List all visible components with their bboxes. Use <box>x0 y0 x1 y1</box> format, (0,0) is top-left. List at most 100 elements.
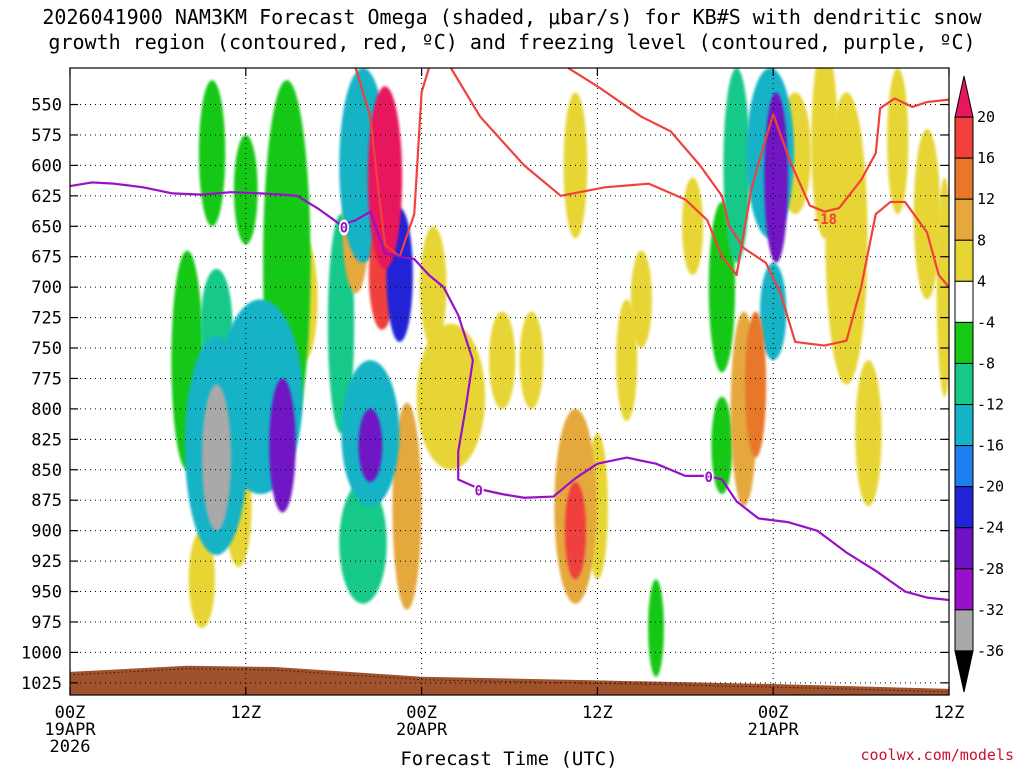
colorbar-swatch <box>954 198 974 241</box>
x-tick-label: 00Z <box>55 703 86 723</box>
x-tick-label: 12Z <box>934 703 965 723</box>
chart-title-line1: 2026041900 NAM3KM Forecast Omega (shaded… <box>42 5 982 29</box>
colorbar: 20 16 12 8 4 -4 -8 -12 -16 -20 -24 -28 -32 -36 <box>954 75 1004 693</box>
omega-cell <box>416 323 486 470</box>
y-tick-label: 750 <box>31 339 62 359</box>
y-tick-label: 1025 <box>21 674 62 694</box>
colorbar-label: 4 <box>977 272 986 290</box>
omega-cell <box>760 262 787 361</box>
omega-cell <box>392 402 422 610</box>
y-tick-label: 675 <box>31 248 62 268</box>
colorbar-label: -8 <box>977 354 995 372</box>
colorbar-swatch <box>954 609 974 652</box>
x-tick-label: 00Z <box>406 703 437 723</box>
colorbar-label: -32 <box>977 601 1004 619</box>
colorbar-label: 12 <box>977 190 995 208</box>
colorbar-swatch <box>954 321 974 364</box>
dgz-contour-line <box>567 68 949 347</box>
freezing-level-contour: 0 0 0 <box>70 181 949 602</box>
freezing-label-bg <box>338 219 349 236</box>
omega-cell <box>519 311 544 409</box>
omega-cell <box>488 311 516 409</box>
y-tick-label: 725 <box>31 309 62 329</box>
omega-cell <box>367 86 403 269</box>
omega-cell <box>913 128 941 300</box>
colorbar-label: 8 <box>977 231 986 249</box>
colorbar-swatch <box>954 445 974 488</box>
colorbar-swatch <box>954 568 974 611</box>
omega-cell <box>339 481 387 604</box>
x-tick-label: 12Z <box>230 703 261 723</box>
y-tick-label: 900 <box>31 522 62 542</box>
freezing-level-label: 0 <box>705 470 713 486</box>
y-tick-label: 975 <box>31 613 62 633</box>
omega-cell <box>616 299 638 422</box>
freezing-label-bg <box>473 482 484 499</box>
y-tick-label: 625 <box>31 187 62 207</box>
x-tick-label: 19APR <box>44 720 96 740</box>
colorbar-label: -16 <box>977 437 1004 455</box>
omega-cell <box>855 360 882 507</box>
colorbar-label: -28 <box>977 560 1004 578</box>
colorbar-bottom-arrow <box>954 650 974 693</box>
colorbar-label: -12 <box>977 396 1004 414</box>
colorbar-swatch <box>954 239 974 282</box>
omega-cell <box>233 134 258 245</box>
y-tick-label: 775 <box>31 369 62 389</box>
y-axis: 550 575 600 625 650 675 700 725 750 775 800 825 850 8… <box>21 96 949 694</box>
freezing-level-label: 0 <box>475 483 483 499</box>
y-tick-label: 850 <box>31 461 62 481</box>
y-tick-label: 800 <box>31 400 62 420</box>
colorbar-swatch <box>954 486 974 529</box>
omega-cell <box>188 530 216 629</box>
y-tick-label: 575 <box>31 126 62 146</box>
omega-cell <box>764 92 788 263</box>
omega-cell <box>420 226 447 349</box>
y-tick-label: 700 <box>31 278 62 298</box>
dgz-contour-label: -18 <box>812 212 837 228</box>
y-tick-label: 925 <box>31 552 62 572</box>
plot-frame <box>69 67 950 696</box>
credit-link[interactable]: coolwx.com/models <box>860 746 1014 764</box>
y-tick-label: 950 <box>31 583 62 603</box>
colorbar-label: -36 <box>977 642 1004 660</box>
omega-cell <box>201 384 232 531</box>
colorbar-top-arrow <box>954 75 974 118</box>
omega-cell <box>648 579 664 677</box>
freezing-level-line <box>70 181 949 602</box>
x-tick-label: 21APR <box>748 720 800 740</box>
omega-shading <box>171 68 949 677</box>
x-tick-label: 20APR <box>396 720 448 740</box>
colorbar-swatch <box>954 157 974 200</box>
y-tick-label: 825 <box>31 430 62 450</box>
x-tick-label: 00Z <box>758 703 789 723</box>
colorbar-swatch <box>954 362 974 406</box>
colorbar-label: 20 <box>977 108 995 126</box>
omega-cell <box>198 80 226 227</box>
x-tick-label: 2026 <box>50 737 91 757</box>
y-tick-label: 650 <box>31 217 62 237</box>
omega-cell <box>708 201 736 373</box>
y-tick-label: 600 <box>31 156 62 176</box>
colorbar-label: -4 <box>977 313 995 331</box>
y-tick-label: 875 <box>31 491 62 511</box>
dgz-contour-line <box>449 68 949 277</box>
colorbar-swatch <box>954 527 974 570</box>
dgz-contours: -18 <box>354 68 949 347</box>
ground-surface-dotline <box>70 668 949 693</box>
omega-cell <box>723 68 750 263</box>
y-tick-label: 1000 <box>21 643 62 663</box>
omega-cell <box>711 396 733 495</box>
y-tick-label: 550 <box>31 96 62 116</box>
x-axis-label: Forecast Time (UTC) <box>400 748 617 768</box>
ground-surface-layer <box>70 665 949 695</box>
x-tick-label: 12Z <box>582 703 613 723</box>
freezing-label-bg <box>703 469 714 486</box>
colorbar-label: -24 <box>977 519 1004 537</box>
omega-cell <box>745 311 767 458</box>
omega-cell <box>887 68 909 215</box>
omega-cell <box>630 250 652 349</box>
